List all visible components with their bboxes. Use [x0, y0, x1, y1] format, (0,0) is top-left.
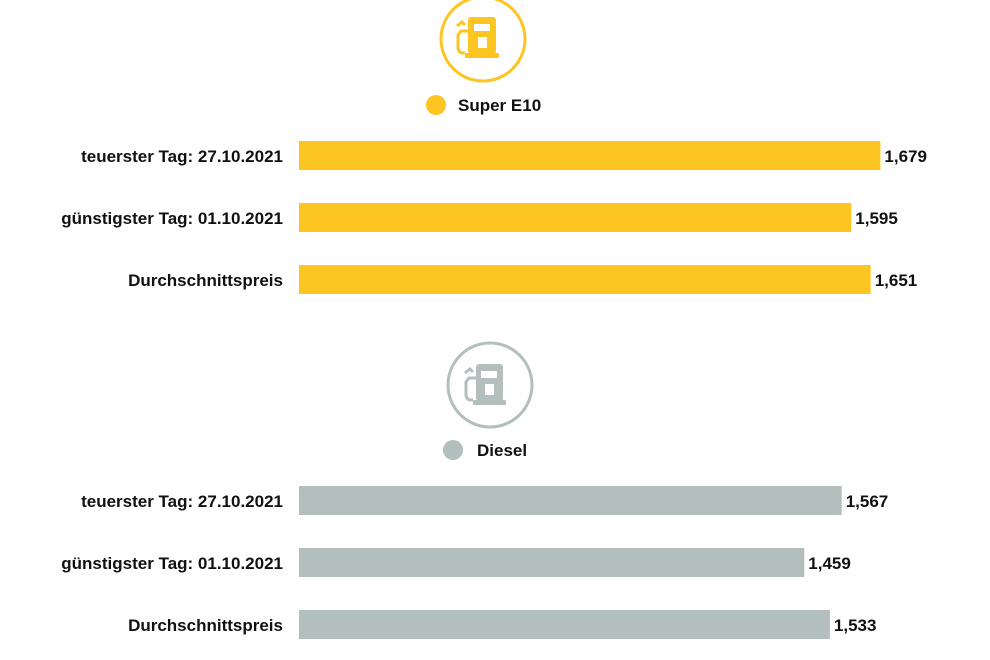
value-label: 1,595: [855, 209, 898, 228]
legend-label: Super E10: [458, 96, 541, 115]
category-labels: teuerster Tag: 27.10.2021 günstigster Ta…: [61, 147, 283, 290]
category-label: teuerster Tag: 27.10.2021: [81, 492, 283, 511]
bar: [299, 610, 830, 639]
bar: [299, 548, 805, 577]
fuel-pump-icon: [439, 0, 527, 83]
legend-swatch: [443, 440, 463, 460]
bar: [299, 265, 871, 294]
panel-diesel: Diesel teuerster Tag: 27.10.2021 günstig…: [61, 341, 888, 639]
fuel-pump-icon: [446, 341, 534, 429]
panel-super-e10: Super E10 teuerster Tag: 27.10.2021 güns…: [61, 0, 927, 294]
value-label: 1,459: [808, 554, 851, 573]
legend-swatch: [426, 95, 446, 115]
category-label: Durchschnittspreis: [128, 271, 283, 290]
bars: [299, 486, 842, 639]
category-label: günstigster Tag: 01.10.2021: [61, 209, 283, 228]
value-label: 1,533: [834, 616, 877, 635]
category-label: günstigster Tag: 01.10.2021: [61, 554, 283, 573]
value-labels: 1,679 1,595 1,651: [855, 147, 927, 290]
category-labels: teuerster Tag: 27.10.2021 günstigster Ta…: [61, 492, 283, 635]
value-label: 1,651: [875, 271, 918, 290]
bar: [299, 486, 842, 515]
value-label: 1,679: [884, 147, 927, 166]
category-label: Durchschnittspreis: [128, 616, 283, 635]
bar: [299, 203, 852, 232]
bars: [299, 141, 881, 294]
value-labels: 1,567 1,459 1,533: [808, 492, 888, 635]
category-label: teuerster Tag: 27.10.2021: [81, 147, 283, 166]
value-label: 1,567: [846, 492, 889, 511]
bar: [299, 141, 881, 170]
legend-label: Diesel: [477, 441, 527, 460]
